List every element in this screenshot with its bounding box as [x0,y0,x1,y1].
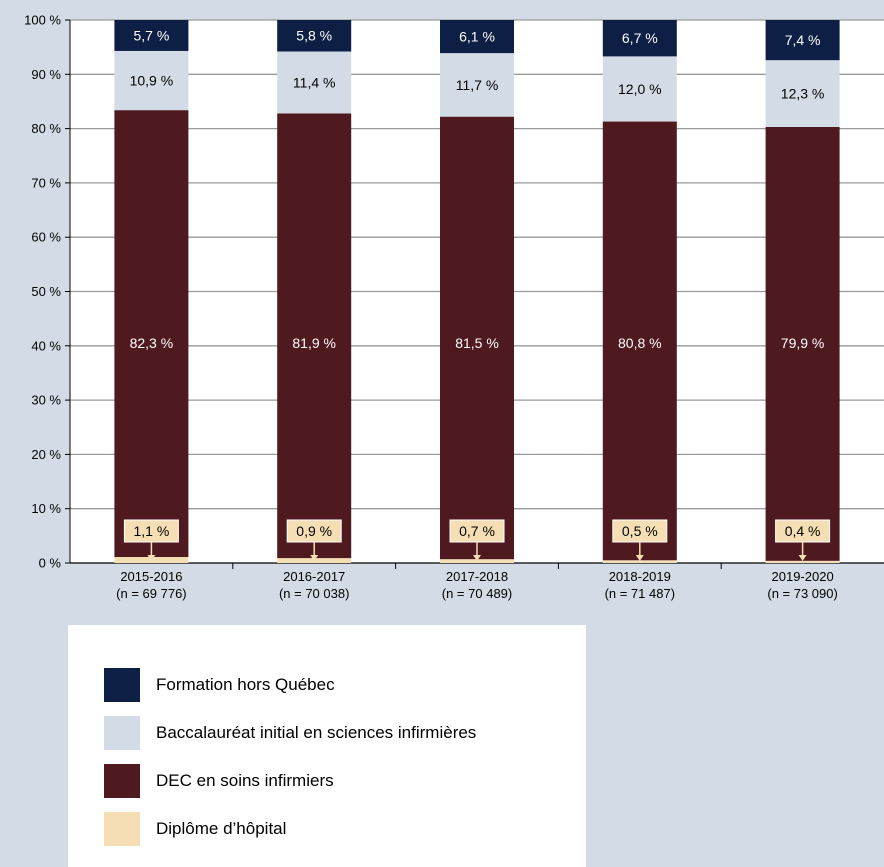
callout-arrow-head [635,555,644,561]
legend-swatch [104,668,140,702]
bar-baccalaureat [440,53,514,117]
x-category-label: 2015-2016 [120,569,182,584]
callout-arrow-head [147,555,156,561]
bar-formation-hors-quebec [440,20,514,54]
bar-dec-soins-infirmiers [765,126,840,561]
y-tick-label: 30 % [31,393,61,408]
data-label-formation-hors-quebec: 5,8 % [296,28,332,44]
x-category-n-label: (n = 73 090) [767,586,837,601]
y-tick-label: 50 % [31,284,61,299]
x-category-n-label: (n = 71 487) [605,586,675,601]
bar-formation-hors-quebec [765,20,840,61]
legend-label: Formation hors Québec [156,675,335,694]
legend-item-formation-hors-quebec: Formation hors Québec [104,668,335,702]
data-label-diplome-hopital: 0,7 % [459,523,495,539]
data-label-baccalaureat: 12,0 % [618,81,662,97]
callout-arrow-head [310,555,319,561]
y-tick-label: 100 % [24,13,61,28]
legend-label: DEC en soins infirmiers [156,771,334,790]
data-label-formation-hors-quebec: 6,7 % [622,30,658,46]
data-label-diplome-hopital: 1,1 % [133,523,169,539]
y-tick-label: 20 % [31,447,61,462]
data-label-dec-soins-infirmiers: 79,9 % [781,335,825,351]
x-category-n-label: (n = 70 038) [279,586,349,601]
bar-formation-hors-quebec [277,20,352,52]
data-label-dec-soins-infirmiers: 82,3 % [130,335,174,351]
bar-baccalaureat [602,56,677,122]
x-category-n-label: (n = 70 489) [442,586,512,601]
data-label-formation-hors-quebec: 7,4 % [785,32,821,48]
stacked-bar-chart: 0 % 10 % 20 % 30 % 40 % 50 % 60 % 70 % 80 % 90 % 1… [24,13,884,601]
callout-arrow-head [798,555,807,561]
data-label-diplome-hopital: 0,9 % [296,523,332,539]
data-label-dec-soins-infirmiers: 81,5 % [455,335,499,351]
bar-dec-soins-infirmiers [440,116,514,560]
bar-baccalaureat [277,51,352,114]
bar-baccalaureat [765,60,840,127]
x-category-label: 2019-2020 [772,569,834,584]
x-category-label: 2018-2019 [609,569,671,584]
bar-dec-soins-infirmiers [277,113,352,559]
legend: Formation hors Québec Baccalauréat initi… [68,625,586,867]
data-label-diplome-hopital: 0,4 % [785,523,821,539]
legend-item-dec-soins-infirmiers: DEC en soins infirmiers [104,764,334,798]
bar-formation-hors-quebec [114,20,189,51]
y-tick-label: 10 % [31,501,61,516]
bar-diplome-hopital [602,560,677,563]
bar-baccalaureat [114,50,189,111]
x-category-label: 2017-2018 [446,569,508,584]
y-tick-label: 70 % [31,175,61,190]
bar-diplome-hopital [765,560,840,563]
legend-swatch [104,764,140,798]
bar-formation-hors-quebec [602,20,677,57]
data-label-formation-hors-quebec: 6,1 % [459,29,495,45]
data-label-baccalaureat: 10,9 % [130,73,174,89]
y-tick-label: 0 % [39,556,62,571]
legend-item-diplome-hopital: Diplôme d’hôpital [104,812,286,846]
bar-dec-soins-infirmiers [114,110,189,558]
legend-label: Baccalauréat initial en sciences infirmi… [156,723,477,742]
legend-swatch [104,716,140,750]
legend-label: Diplôme d’hôpital [156,819,287,838]
data-label-baccalaureat: 12,3 % [781,86,825,102]
data-label-dec-soins-infirmiers: 81,9 % [292,335,336,351]
callout-arrow-head [473,555,481,561]
data-label-dec-soins-infirmiers: 80,8 % [618,335,662,351]
y-tick-label: 90 % [31,67,61,82]
y-tick-label: 40 % [31,338,61,353]
bar-diplome-hopital [440,559,514,563]
data-label-formation-hors-quebec: 5,7 % [133,27,169,43]
y-tick-label: 80 % [31,121,61,136]
data-label-diplome-hopital: 0,5 % [622,523,658,539]
x-category-label: 2016-2017 [283,569,345,584]
legend-swatch [104,812,140,846]
legend-item-baccalaureat: Baccalauréat initial en sciences infirmi… [104,716,476,750]
bar-dec-soins-infirmiers [602,121,677,561]
y-tick-label: 60 % [31,230,61,245]
x-category-n-label: (n = 69 776) [116,586,186,601]
data-label-baccalaureat: 11,4 % [293,74,336,90]
data-label-baccalaureat: 11,7 % [456,77,499,93]
